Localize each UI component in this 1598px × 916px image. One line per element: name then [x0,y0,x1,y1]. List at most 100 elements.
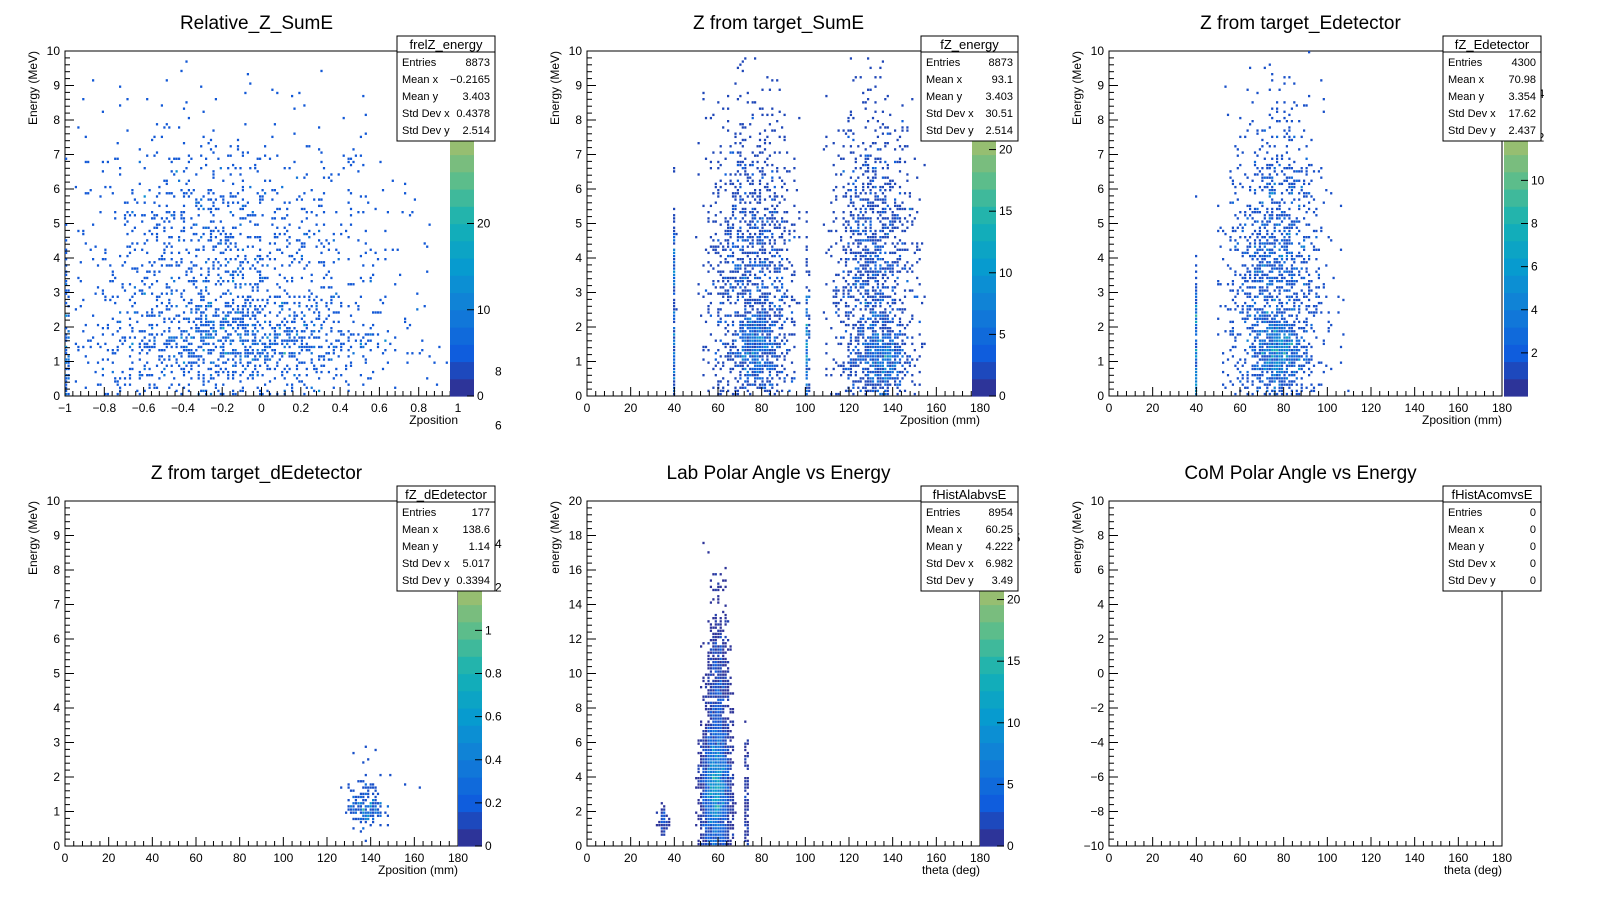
data-cell [155,123,159,126]
stats-row-value: 2.514 [985,125,1013,137]
data-cell [847,361,850,364]
data-cell [160,301,164,305]
data-cell [1283,242,1286,245]
data-cell [916,245,919,248]
data-cell [200,320,203,324]
data-cell [313,198,316,201]
data-cell [717,195,720,198]
data-cell [776,286,779,289]
data-cell [268,323,272,327]
data-cell [207,336,210,339]
data-cell [1256,361,1259,364]
y-tick-label: 3 [53,286,60,300]
data-cell [864,355,867,358]
data-cell [849,286,853,289]
data-cell [332,352,335,355]
data-cell [67,392,70,396]
data-cell [793,204,796,208]
data-cell [766,367,769,371]
data-cell [756,236,759,239]
data-cell [786,349,789,352]
data-cell [874,276,877,280]
data-cell [160,254,164,258]
data-cell [864,361,867,364]
data-cell [790,311,794,314]
data-cell [739,142,742,145]
data-cell [849,361,853,364]
data-cell [844,264,848,267]
data-cell [840,374,843,377]
data-cell [822,148,826,151]
data-cell [354,301,358,305]
data-cell [379,298,382,302]
data-cell [133,336,137,339]
data-cell [123,336,127,339]
data-cell [1305,295,1308,298]
data-cell [305,367,308,371]
data-cell [153,273,156,277]
data-cell [261,198,264,201]
data-cell [874,367,877,371]
x-tick-label: 1 [455,401,462,415]
data-cell [295,364,299,367]
data-cell [862,358,865,361]
data-cell [712,192,715,195]
data-cell [867,185,870,189]
data-cell [195,254,198,258]
data-cell [276,154,279,157]
data-cell [768,327,772,330]
data-cell [141,292,144,295]
data-cell [894,349,897,352]
data-cell [151,311,154,314]
data-cell [673,320,676,324]
data-cell [906,361,909,364]
data-cell [362,163,365,167]
data-cell [805,330,808,333]
data-cell [155,298,159,302]
data-cell [160,361,164,364]
data-cell [749,323,752,327]
data-cell [65,248,68,251]
data-cell [268,242,272,245]
data-cell [168,336,171,339]
data-cell [349,192,353,195]
data-cell [190,352,193,355]
data-cell [315,223,318,226]
stats-row-value: 3.403 [985,91,1013,103]
data-cell [731,333,735,336]
data-cell [271,327,274,330]
data-cell [1278,223,1281,226]
data-cell [727,383,730,386]
data-cell [916,242,919,245]
data-cell [881,377,885,380]
data-cell [896,226,899,229]
data-cell [330,276,333,280]
data-cell [173,317,176,320]
data-cell [773,364,776,367]
data-cell [254,163,257,167]
data-cell [761,305,764,308]
data-cell [869,270,872,273]
data-cell [741,320,744,324]
data-cell [727,295,730,298]
data-cell [165,305,168,308]
data-cell [758,264,762,267]
data-cell [756,352,759,355]
data-cell [754,261,757,264]
data-cell [776,314,779,317]
data-cell [736,66,740,70]
data-cell [278,273,281,277]
data-cell [300,254,304,258]
data-cell [155,226,159,229]
data-cell [894,251,897,255]
data-cell [1266,286,1269,289]
data-cell [347,160,350,164]
data-cell [898,145,902,148]
data-cell [1246,314,1249,317]
data-cell [869,311,872,314]
data-cell [871,232,875,236]
data-cell [825,94,828,98]
data-cell [239,223,242,226]
data-cell [276,192,279,195]
data-cell [857,339,860,342]
